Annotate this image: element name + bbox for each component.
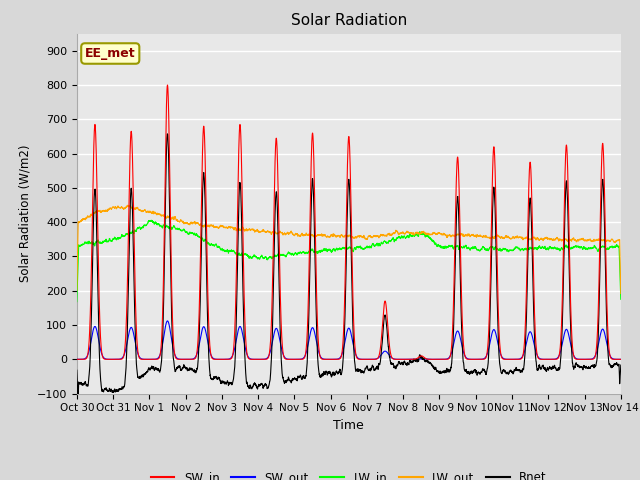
Legend: SW_in, SW_out, LW_in, LW_out, Rnet: SW_in, SW_out, LW_in, LW_out, Rnet xyxy=(146,466,552,480)
LW_out xyxy=(502,234,509,240)
Rnet xyxy=(329,370,337,375)
Line: SW_in: SW_in xyxy=(77,85,621,360)
Line: LW_in: LW_in xyxy=(77,220,621,301)
SW_in xyxy=(502,357,509,362)
Line: Rnet: Rnet xyxy=(77,134,621,401)
SW_out xyxy=(616,357,624,362)
LW_out xyxy=(471,233,479,239)
LW_in xyxy=(616,277,624,283)
LW_out xyxy=(616,261,624,267)
LW_out xyxy=(617,290,625,296)
SW_out xyxy=(171,351,179,357)
SW_out xyxy=(502,356,509,362)
Rnet xyxy=(74,398,82,404)
SW_out xyxy=(617,357,625,362)
SW_in xyxy=(616,357,624,362)
SW_in xyxy=(329,357,337,362)
LW_out xyxy=(73,288,81,293)
Line: SW_out: SW_out xyxy=(77,321,621,360)
LW_in xyxy=(502,246,509,252)
LW_in xyxy=(329,247,337,252)
Title: Solar Radiation: Solar Radiation xyxy=(291,13,407,28)
SW_in xyxy=(73,357,81,362)
SW_in xyxy=(164,82,172,88)
Rnet xyxy=(617,362,625,368)
SW_in xyxy=(471,357,479,362)
Line: LW_out: LW_out xyxy=(77,205,621,293)
SW_out xyxy=(73,357,81,362)
LW_in xyxy=(171,224,179,230)
LW_in xyxy=(148,217,156,223)
Rnet xyxy=(502,370,509,375)
LW_out xyxy=(329,234,337,240)
SW_in xyxy=(617,357,625,362)
Rnet xyxy=(73,367,81,373)
LW_in xyxy=(441,244,449,250)
SW_in xyxy=(436,357,444,362)
Rnet xyxy=(616,371,624,377)
X-axis label: Time: Time xyxy=(333,419,364,432)
SW_out xyxy=(329,357,337,362)
Y-axis label: Solar Radiation (W/m2): Solar Radiation (W/m2) xyxy=(18,145,31,282)
LW_in xyxy=(73,299,81,304)
LW_out xyxy=(171,215,179,220)
LW_out xyxy=(441,231,449,237)
SW_out xyxy=(436,357,444,362)
LW_out xyxy=(124,203,131,208)
Rnet xyxy=(164,131,172,137)
LW_in xyxy=(471,244,479,250)
Text: EE_met: EE_met xyxy=(85,47,136,60)
SW_out xyxy=(441,356,449,362)
Rnet xyxy=(441,369,449,374)
SW_in xyxy=(171,351,179,357)
Rnet xyxy=(471,368,479,373)
LW_in xyxy=(617,297,625,302)
SW_out xyxy=(471,357,479,362)
SW_in xyxy=(441,357,449,362)
SW_out xyxy=(164,318,172,324)
Rnet xyxy=(171,367,179,372)
